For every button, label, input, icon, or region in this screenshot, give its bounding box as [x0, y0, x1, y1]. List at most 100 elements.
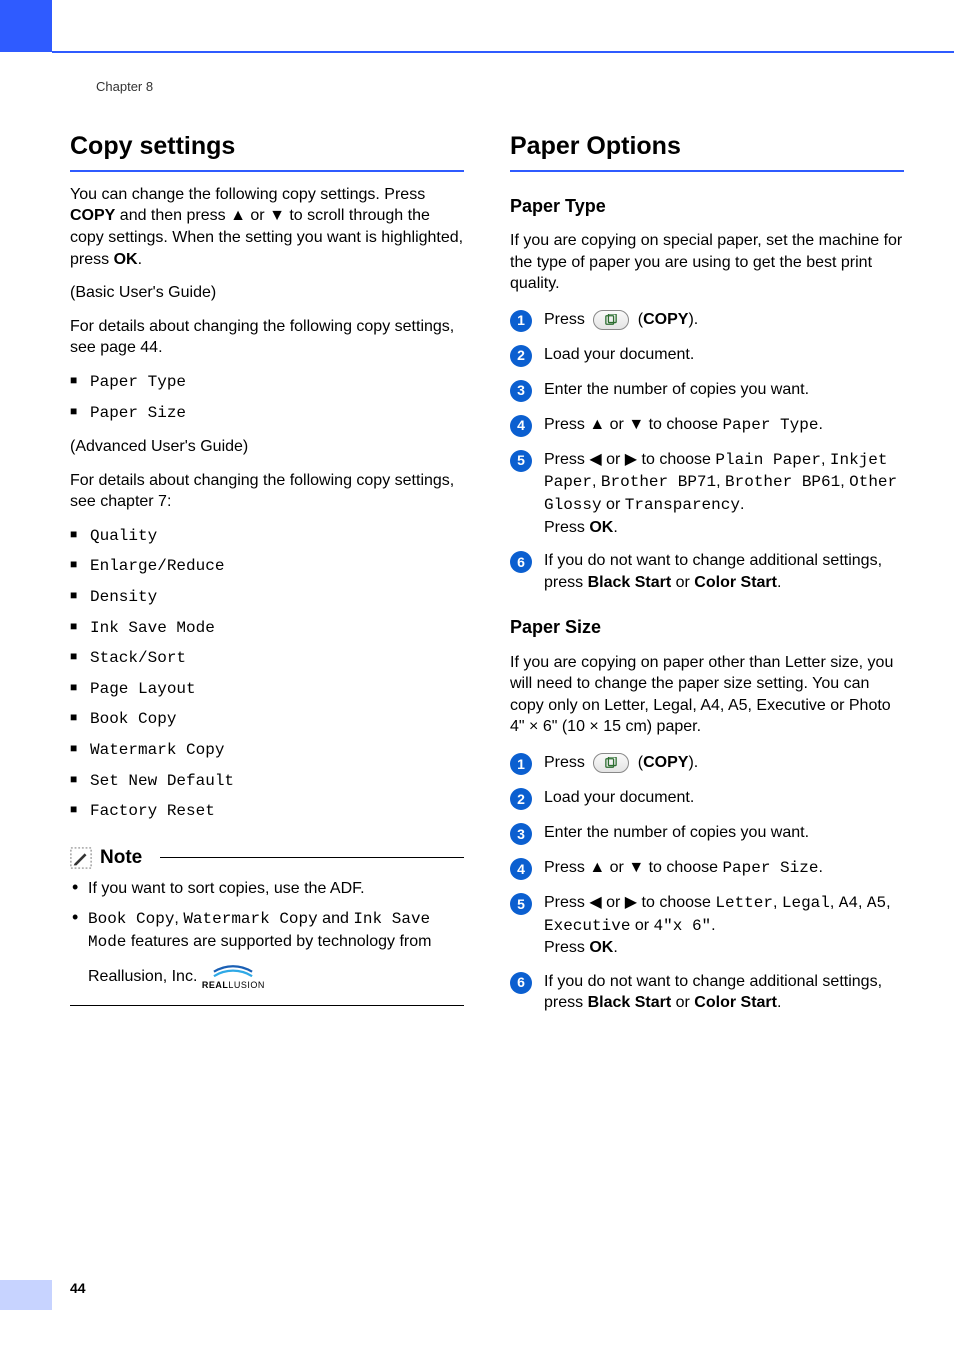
setting-name: Page Layout [90, 680, 196, 698]
page-number: 44 [70, 1279, 86, 1298]
setting-name: Enlarge/Reduce [90, 557, 224, 575]
color-start-key: Color Start [694, 994, 777, 1011]
note-title: Note [100, 845, 142, 871]
text: or [671, 994, 694, 1011]
text: , [716, 473, 725, 490]
step-badge-5: 5 [510, 450, 532, 472]
list-item: Paper Type [70, 371, 464, 394]
menu-option: A4 [839, 894, 858, 912]
paper-size-intro: If you are copying on paper other than L… [510, 652, 904, 738]
paper-type-steps: 1 Press (COPY). 2 Load your document. 3 … [510, 309, 904, 594]
paper-type-intro: If you are copying on special paper, set… [510, 230, 904, 295]
text: and [318, 910, 354, 927]
text: , [821, 451, 830, 468]
setting-name: Stack/Sort [90, 649, 186, 667]
basic-settings-list: Paper Type Paper Size [70, 371, 464, 424]
text: Press [544, 416, 589, 433]
setting-name: Ink Save Mode [90, 619, 215, 637]
advanced-guide-label: (Advanced User's Guide) [70, 436, 464, 458]
menu-option: Letter [715, 894, 773, 912]
text: or [605, 859, 628, 876]
black-start-key: Black Start [588, 994, 672, 1011]
step-body: Press ◀ or ▶ to choose Letter, Legal, A4… [544, 892, 904, 959]
setting-name: Density [90, 588, 157, 606]
list-item: Enlarge/Reduce [70, 555, 464, 578]
copy-hardkey-icon [593, 753, 629, 773]
text: You can change the following copy settin… [70, 186, 425, 203]
text: . [711, 917, 715, 934]
menu-option: Brother BP61 [725, 473, 840, 491]
text: . [777, 574, 781, 591]
text: Press [544, 451, 589, 468]
step-row: 6 If you do not want to change additiona… [510, 550, 904, 593]
basic-guide-label: (Basic User's Guide) [70, 282, 464, 304]
text: and then press [115, 207, 230, 224]
text: . [818, 859, 822, 876]
header-corner-block [0, 0, 52, 52]
step-row: 2 Load your document. [510, 787, 904, 810]
step-row: 1 Press (COPY). [510, 752, 904, 775]
setting-name: Paper Type [90, 373, 186, 391]
step-body: Enter the number of copies you want. [544, 379, 904, 401]
advanced-guide-detail: For details about changing the following… [70, 470, 464, 513]
step-badge-2: 2 [510, 345, 532, 367]
text: , [858, 894, 867, 911]
basic-guide-detail: For details about changing the following… [70, 316, 464, 359]
step-badge-4: 4 [510, 858, 532, 880]
text: or [602, 894, 625, 911]
list-item: Quality [70, 525, 464, 548]
text: Press [544, 754, 589, 771]
text: to choose [644, 859, 722, 876]
step-badge-5: 5 [510, 893, 532, 915]
step-row: 4 Press ▲ or ▼ to choose Paper Size. [510, 857, 904, 880]
text: . [818, 416, 822, 433]
black-start-key: Black Start [588, 574, 672, 591]
text: . [613, 939, 617, 956]
list-item: Watermark Copy [70, 739, 464, 762]
up-arrow-icon: ▲ [589, 416, 605, 433]
note-item: Book Copy, Watermark Copy and Ink Save M… [70, 908, 464, 991]
step-badge-4: 4 [510, 415, 532, 437]
step-body: Load your document. [544, 344, 904, 366]
color-start-key: Color Start [694, 574, 777, 591]
step-body: Press (COPY). [544, 309, 904, 331]
text: . [138, 251, 142, 268]
paper-options-heading: Paper Options [510, 130, 904, 172]
reallusion-logo: REALLUSION [202, 961, 265, 991]
advanced-settings-list: Quality Enlarge/Reduce Density Ink Save … [70, 525, 464, 823]
list-item: Density [70, 586, 464, 609]
menu-option: 4"x 6" [654, 917, 712, 935]
step-body: Press ◀ or ▶ to choose Plain Paper, Inkj… [544, 449, 904, 538]
text: Press [544, 519, 589, 536]
text: or [630, 917, 653, 934]
feature-name: Watermark Copy [183, 910, 317, 928]
ok-key: OK [589, 519, 613, 536]
text: or [671, 574, 694, 591]
text: , [773, 894, 782, 911]
text: or [602, 451, 625, 468]
multiply-icon: × [589, 718, 598, 735]
text: . [613, 519, 617, 536]
note-header: Note [70, 845, 464, 871]
list-item: Stack/Sort [70, 647, 464, 670]
setting-name: Quality [90, 527, 157, 545]
content-area: Copy settings You can change the followi… [70, 130, 904, 1026]
menu-option: Paper Type [722, 416, 818, 434]
note-rule [160, 857, 464, 858]
menu-option: Executive [544, 917, 630, 935]
step-row: 3 Enter the number of copies you want. [510, 379, 904, 402]
setting-name: Paper Size [90, 404, 186, 422]
text: Press [544, 939, 589, 956]
ok-key: OK [114, 251, 138, 268]
step-row: 1 Press (COPY). [510, 309, 904, 332]
step-body: If you do not want to change additional … [544, 971, 904, 1014]
ok-key: OK [589, 939, 613, 956]
step-row: 3 Enter the number of copies you want. [510, 822, 904, 845]
menu-option: Legal [782, 894, 830, 912]
text: LUSION [228, 980, 265, 990]
setting-name: Factory Reset [90, 802, 215, 820]
note-bottom-rule [70, 1005, 464, 1006]
copy-key: COPY [643, 311, 688, 328]
list-item: Factory Reset [70, 800, 464, 823]
header-rule [52, 51, 954, 53]
